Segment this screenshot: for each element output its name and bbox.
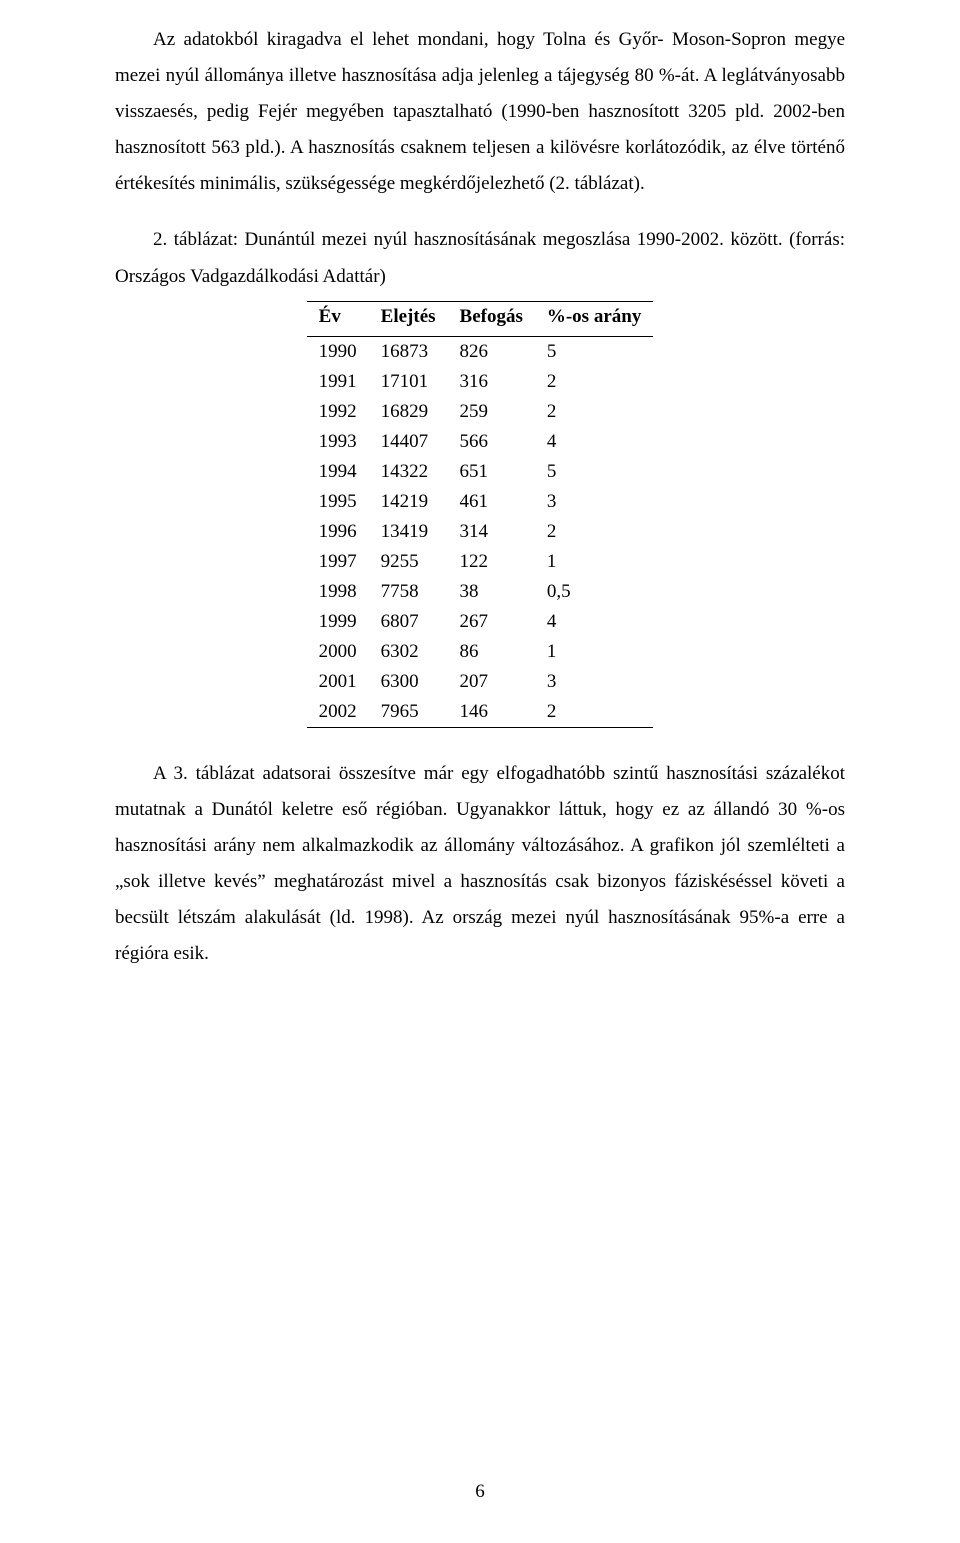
cell-elejtes: 14407 [369,427,448,457]
cell-ev: 1999 [307,607,369,637]
col-header-elejtes: Elejtés [369,301,448,336]
cell-arany: 1 [535,637,653,667]
cell-ev: 1994 [307,457,369,487]
cell-arany: 4 [535,427,653,457]
cell-befogas: 314 [448,517,535,547]
cell-befogas: 207 [448,667,535,697]
cell-elejtes: 7758 [369,577,448,607]
cell-elejtes: 16873 [369,336,448,367]
table-wrapper: Év Elejtés Befogás %-os arány 1990 16873… [115,301,845,728]
cell-befogas: 651 [448,457,535,487]
table-row: 1994 14322 651 5 [307,457,654,487]
table-header-row: Év Elejtés Befogás %-os arány [307,301,654,336]
cell-arany: 2 [535,397,653,427]
cell-befogas: 146 [448,697,535,728]
col-header-ev: Év [307,301,369,336]
cell-befogas: 122 [448,547,535,577]
cell-ev: 1995 [307,487,369,517]
cell-befogas: 259 [448,397,535,427]
table-row: 1992 16829 259 2 [307,397,654,427]
cell-elejtes: 13419 [369,517,448,547]
cell-ev: 1993 [307,427,369,457]
table-row: 1995 14219 461 3 [307,487,654,517]
cell-befogas: 566 [448,427,535,457]
page-number: 6 [0,1481,960,1503]
cell-arany: 3 [535,487,653,517]
table-row: 2002 7965 146 2 [307,697,654,728]
cell-ev: 1996 [307,517,369,547]
cell-elejtes: 14219 [369,487,448,517]
cell-arany: 3 [535,667,653,697]
col-header-arany: %-os arány [535,301,653,336]
cell-arany: 5 [535,336,653,367]
data-table: Év Elejtés Befogás %-os arány 1990 16873… [307,301,654,728]
cell-ev: 1990 [307,336,369,367]
cell-elejtes: 6302 [369,637,448,667]
cell-befogas: 826 [448,336,535,367]
cell-arany: 2 [535,517,653,547]
cell-elejtes: 7965 [369,697,448,728]
cell-ev: 1992 [307,397,369,427]
cell-arany: 5 [535,457,653,487]
paragraph-3: A 3. táblázat adatsorai összesítve már e… [115,756,845,973]
cell-elejtes: 6300 [369,667,448,697]
table-row: 1999 6807 267 4 [307,607,654,637]
cell-befogas: 86 [448,637,535,667]
table-row: 2000 6302 86 1 [307,637,654,667]
cell-elejtes: 14322 [369,457,448,487]
cell-befogas: 461 [448,487,535,517]
cell-ev: 2001 [307,667,369,697]
cell-arany: 1 [535,547,653,577]
col-header-befogas: Befogás [448,301,535,336]
table-row: 1997 9255 122 1 [307,547,654,577]
cell-arany: 2 [535,697,653,728]
table-row: 1998 7758 38 0,5 [307,577,654,607]
cell-elejtes: 9255 [369,547,448,577]
cell-arany: 0,5 [535,577,653,607]
table-row: 1990 16873 826 5 [307,336,654,367]
cell-ev: 1997 [307,547,369,577]
page: Az adatokból kiragadva el lehet mondani,… [0,0,960,1543]
cell-elejtes: 6807 [369,607,448,637]
table-caption: 2. táblázat: Dunántúl mezei nyúl hasznos… [115,222,845,294]
table-row: 1991 17101 316 2 [307,367,654,397]
cell-arany: 4 [535,607,653,637]
table-row: 1996 13419 314 2 [307,517,654,547]
cell-ev: 2002 [307,697,369,728]
paragraph-1: Az adatokból kiragadva el lehet mondani,… [115,22,845,202]
cell-elejtes: 17101 [369,367,448,397]
cell-befogas: 38 [448,577,535,607]
cell-ev: 2000 [307,637,369,667]
table-body: 1990 16873 826 5 1991 17101 316 2 1992 1… [307,336,654,727]
cell-befogas: 267 [448,607,535,637]
table-row: 1993 14407 566 4 [307,427,654,457]
cell-arany: 2 [535,367,653,397]
cell-ev: 1991 [307,367,369,397]
cell-ev: 1998 [307,577,369,607]
table-row: 2001 6300 207 3 [307,667,654,697]
cell-elejtes: 16829 [369,397,448,427]
cell-befogas: 316 [448,367,535,397]
